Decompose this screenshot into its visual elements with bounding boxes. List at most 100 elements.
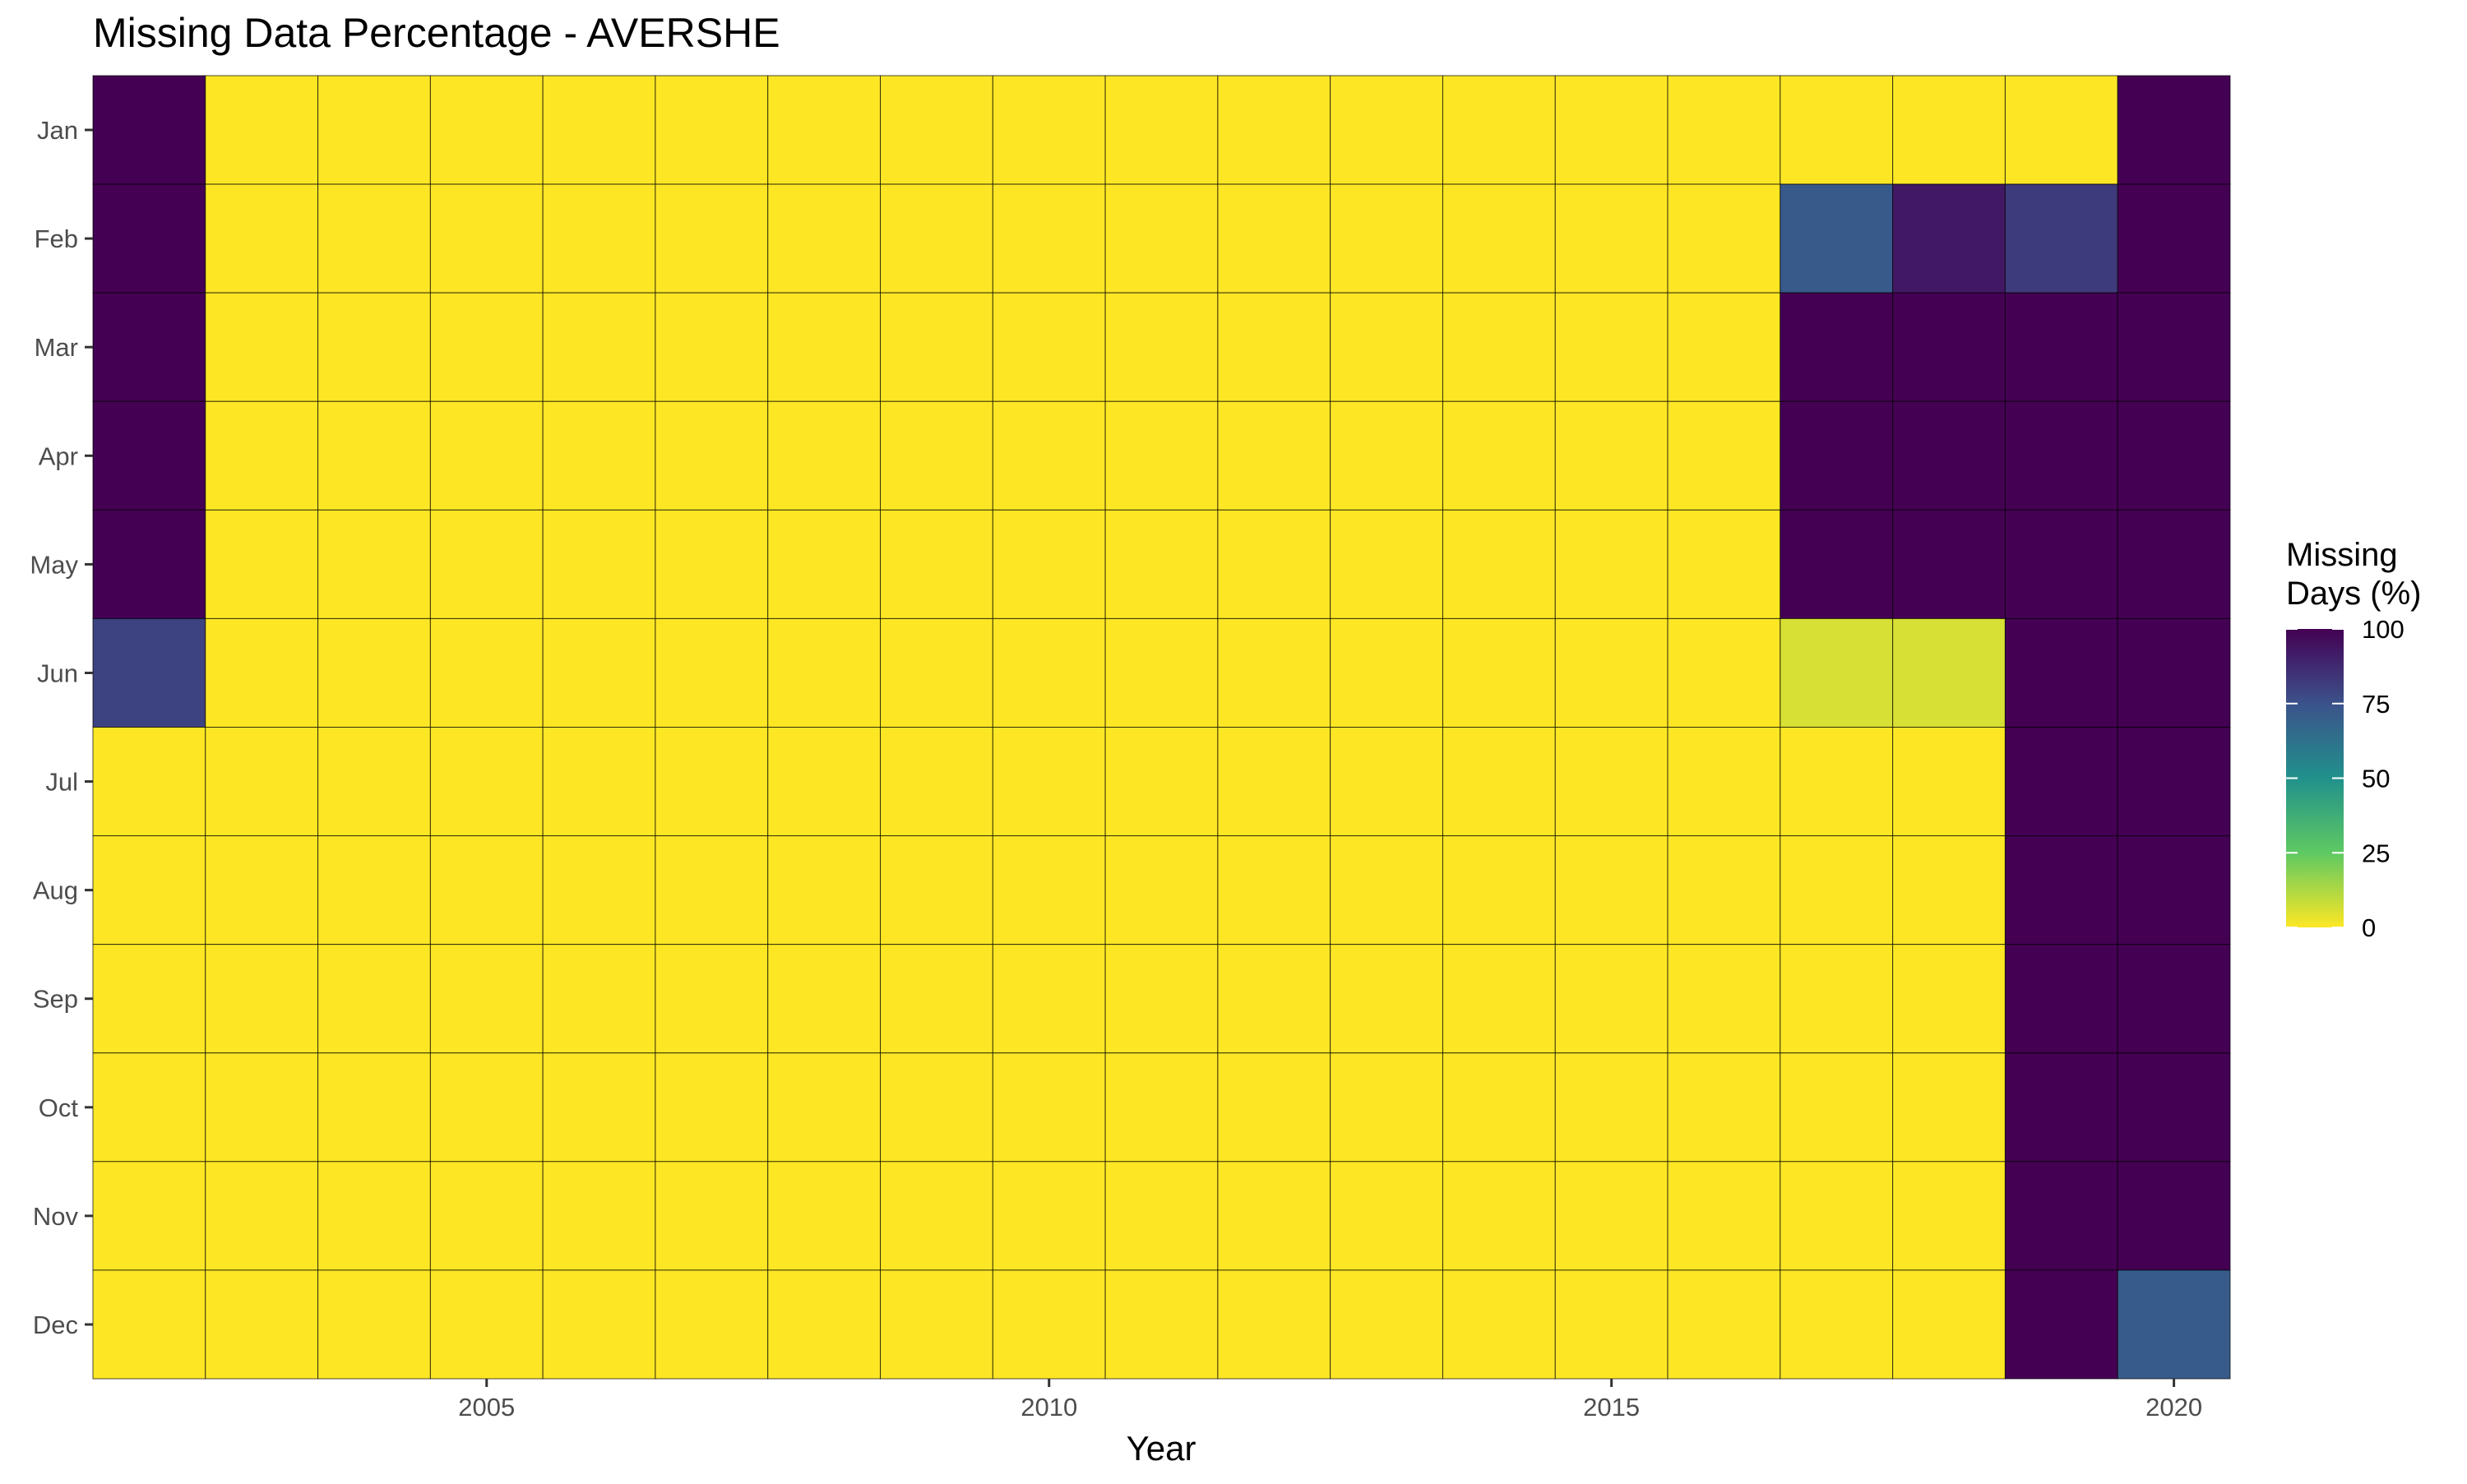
heatmap-cell xyxy=(1780,944,1894,1054)
heatmap-cell xyxy=(1780,292,1894,402)
heatmap-cell xyxy=(1780,1161,1894,1271)
heatmap-cell xyxy=(1667,1161,1781,1271)
heatmap-cell xyxy=(767,944,882,1054)
heatmap-cell xyxy=(1330,1052,1443,1163)
y-tick-label: Aug xyxy=(33,876,78,905)
heatmap-cell xyxy=(2117,292,2231,402)
heatmap-cell xyxy=(1104,75,1219,185)
heatmap-cell xyxy=(655,835,769,945)
x-tick-label: 2020 xyxy=(2145,1393,2202,1422)
heatmap-cell xyxy=(2117,1052,2231,1163)
heatmap-cell xyxy=(542,835,656,945)
heatmap-cell xyxy=(1892,509,2006,619)
legend-title-line: Missing xyxy=(2286,537,2398,573)
heatmap-cell xyxy=(2117,1269,2231,1380)
heatmap-cell xyxy=(1217,617,1331,728)
heatmap-cell xyxy=(317,1161,431,1271)
heatmap-cell xyxy=(880,292,993,402)
heatmap-cell xyxy=(92,400,206,511)
heatmap-cell xyxy=(880,400,993,511)
heatmap-cell xyxy=(2004,1161,2118,1271)
heatmap-cell xyxy=(655,1269,769,1380)
heatmap-cell xyxy=(880,944,993,1054)
heatmap-cell xyxy=(880,75,993,185)
heatmap-cell xyxy=(1330,727,1443,837)
heatmap-cell xyxy=(2117,944,2231,1054)
heatmap-cell xyxy=(1330,75,1443,185)
heatmap-cell xyxy=(317,1269,431,1380)
chart-title: Missing Data Percentage - AVERSHE xyxy=(93,10,780,56)
heatmap-cell xyxy=(1554,75,1669,185)
x-tick-label: 2010 xyxy=(1021,1393,1077,1422)
heatmap-cell xyxy=(655,292,769,402)
x-axis-title: Year xyxy=(1127,1429,1196,1468)
heatmap-cell xyxy=(2117,183,2231,294)
heatmap-cell xyxy=(542,1269,656,1380)
heatmap-cell xyxy=(205,292,319,402)
y-tick-label: Jan xyxy=(37,116,78,145)
heatmap-cell xyxy=(1442,835,1556,945)
heatmap-cell xyxy=(542,727,656,837)
heatmap-cell xyxy=(880,617,993,728)
heatmap-cell xyxy=(655,183,769,294)
heatmap-cell xyxy=(2117,509,2231,619)
heatmap-cell xyxy=(2117,1161,2231,1271)
heatmap-cell xyxy=(1780,75,1894,185)
heatmap-cell xyxy=(880,509,993,619)
heatmap-cell xyxy=(1442,183,1556,294)
y-tick-label: Feb xyxy=(35,224,78,253)
heatmap-cell xyxy=(880,727,993,837)
heatmap-cell xyxy=(2004,1052,2118,1163)
heatmap-cell xyxy=(1554,835,1669,945)
heatmap-cell xyxy=(1780,727,1894,837)
heatmap-cell xyxy=(1892,292,2006,402)
heatmap-cell xyxy=(1554,944,1669,1054)
heatmap-cell xyxy=(205,400,319,511)
heatmap-cell xyxy=(205,183,319,294)
heatmap-cell xyxy=(1442,1161,1556,1271)
heatmap-cell xyxy=(2004,75,2118,185)
heatmap-cell xyxy=(1667,1052,1781,1163)
heatmap-cell xyxy=(1442,944,1556,1054)
heatmap-cells xyxy=(92,75,2231,1380)
heatmap-cell xyxy=(655,1161,769,1271)
heatmap-cell xyxy=(1217,292,1331,402)
heatmap-cell xyxy=(429,183,544,294)
heatmap-cell xyxy=(542,1161,656,1271)
heatmap-cell xyxy=(767,183,882,294)
heatmap-cell xyxy=(1554,509,1669,619)
heatmap-cell xyxy=(1442,617,1556,728)
heatmap-cell xyxy=(317,1052,431,1163)
heatmap-cell xyxy=(1217,727,1331,837)
heatmap-cell xyxy=(429,75,544,185)
legend-tick-label: 50 xyxy=(2362,765,2390,793)
y-tick-label: Nov xyxy=(33,1202,79,1231)
heatmap-cell xyxy=(767,509,882,619)
heatmap-cell xyxy=(1667,400,1781,511)
heatmap-cell xyxy=(2117,400,2231,511)
heatmap-cell xyxy=(1554,1161,1669,1271)
heatmap-cell xyxy=(429,292,544,402)
heatmap-cell xyxy=(1892,1269,2006,1380)
y-tick-label: Oct xyxy=(39,1093,79,1122)
heatmap-cell xyxy=(205,944,319,1054)
heatmap-cell xyxy=(2004,835,2118,945)
heatmap-cell xyxy=(767,75,882,185)
y-tick-label: Jul xyxy=(45,768,78,797)
heatmap-cell xyxy=(92,1161,206,1271)
heatmap-cell xyxy=(92,617,206,728)
heatmap-cell xyxy=(429,835,544,945)
heatmap-cell xyxy=(429,509,544,619)
heatmap-cell xyxy=(1104,400,1219,511)
heatmap-cell xyxy=(429,944,544,1054)
heatmap-cell xyxy=(1104,727,1219,837)
heatmap-cell xyxy=(317,183,431,294)
y-axis: Jan Feb Mar Apr May Jun Jul Aug Sep Oct Nov Dec xyxy=(30,116,93,1339)
heatmap-cell xyxy=(1892,617,2006,728)
heatmap-cell xyxy=(1892,835,2006,945)
heatmap-cell xyxy=(205,1161,319,1271)
heatmap-cell xyxy=(92,75,206,185)
